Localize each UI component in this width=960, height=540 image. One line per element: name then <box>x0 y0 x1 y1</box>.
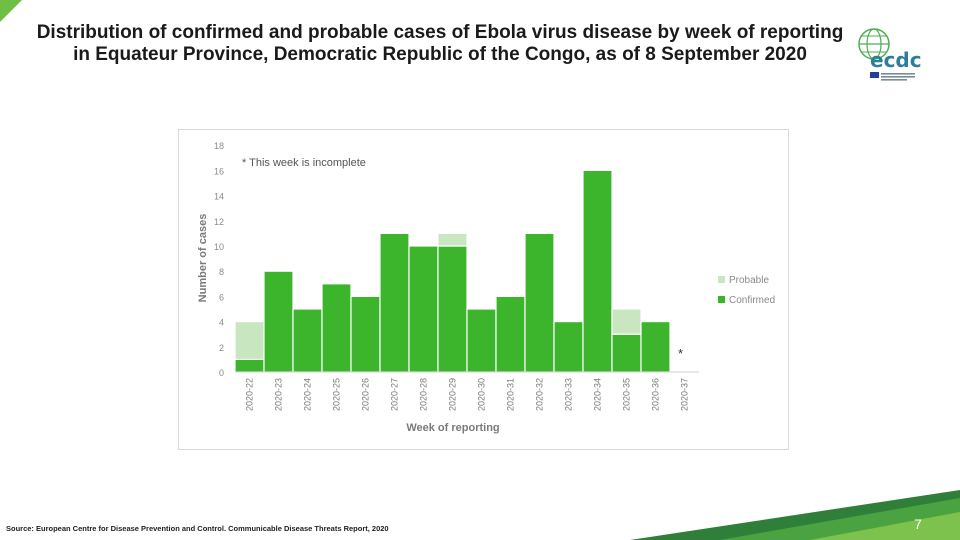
incomplete-week-note: * This week is incomplete <box>242 157 366 169</box>
x-tick-label: 2020-30 <box>477 378 487 411</box>
bar-confirmed <box>582 169 613 373</box>
bar-confirmed <box>495 295 526 373</box>
incomplete-marker: * <box>678 346 683 361</box>
bar-confirmed <box>263 270 294 373</box>
bar-probable <box>437 232 468 247</box>
y-tick-label: 0 <box>219 368 224 378</box>
bar-confirmed <box>292 308 323 373</box>
legend-swatch-confirmed <box>718 296 725 303</box>
legend-label-confirmed: Confirmed <box>729 295 775 306</box>
x-tick-label: 2020-25 <box>332 378 342 411</box>
x-tick-label: 2020-27 <box>390 378 400 411</box>
bar-confirmed <box>553 321 584 373</box>
x-axis-title: Week of reporting <box>406 422 499 434</box>
bar-confirmed <box>408 245 439 373</box>
x-tick-label: 2020-36 <box>651 378 661 411</box>
x-tick-label: 2020-29 <box>448 378 458 411</box>
bar-confirmed <box>321 283 352 373</box>
source-note: Source: European Centre for Disease Prev… <box>6 524 389 533</box>
y-tick-label: 8 <box>219 267 224 277</box>
case-distribution-chart: 0 2 4 6 8 10 12 14 16 18 2020-22 2020-23 2020-24 2020… <box>197 141 775 434</box>
y-axis-title: Number of cases <box>197 214 209 303</box>
legend-label-probable: Probable <box>729 275 769 286</box>
x-tick-label: 2020-35 <box>622 378 632 411</box>
y-tick-label: 12 <box>214 217 224 227</box>
x-tick-label: 2020-33 <box>564 378 574 411</box>
page-number: 7 <box>914 516 922 532</box>
x-tick-label: 2020-28 <box>419 378 429 411</box>
x-tick-label: 2020-32 <box>535 378 545 411</box>
bar-confirmed <box>524 232 555 373</box>
bar-confirmed <box>466 308 497 373</box>
bar-confirmed <box>611 333 642 373</box>
corner-accent <box>0 0 22 22</box>
y-tick-label: 2 <box>219 343 224 353</box>
bar-probable <box>611 308 642 335</box>
bar-confirmed <box>234 358 265 373</box>
x-tick-label: 2020-24 <box>303 378 313 411</box>
x-tick-label: 2020-34 <box>593 378 603 411</box>
ecdc-logo: ecdc <box>856 24 926 86</box>
x-tick-label: 2020-26 <box>361 378 371 411</box>
x-tick-label: 2020-23 <box>274 378 284 411</box>
y-tick-label: 6 <box>219 292 224 302</box>
y-tick-label: 18 <box>214 141 224 151</box>
bar-confirmed <box>350 295 381 373</box>
x-tick-label: 2020-37 <box>680 378 690 411</box>
svg-text:ecdc: ecdc <box>870 48 922 72</box>
chart-frame: 0 2 4 6 8 10 12 14 16 18 2020-22 2020-23 2020-24 2020… <box>178 129 789 450</box>
legend-swatch-probable <box>718 276 725 283</box>
bar-confirmed <box>640 321 671 373</box>
bar-probable <box>234 321 265 361</box>
bar-confirmed <box>379 232 410 373</box>
bar-confirmed <box>437 245 468 373</box>
slide-title: Distribution of confirmed and probable c… <box>36 22 844 65</box>
x-tick-label: 2020-31 <box>506 378 516 411</box>
corner-decoration <box>630 490 960 540</box>
y-tick-label: 16 <box>214 166 224 176</box>
y-tick-label: 10 <box>214 242 224 252</box>
y-tick-label: 14 <box>214 192 224 202</box>
x-tick-label: 2020-22 <box>245 378 255 411</box>
y-tick-label: 4 <box>219 318 224 328</box>
